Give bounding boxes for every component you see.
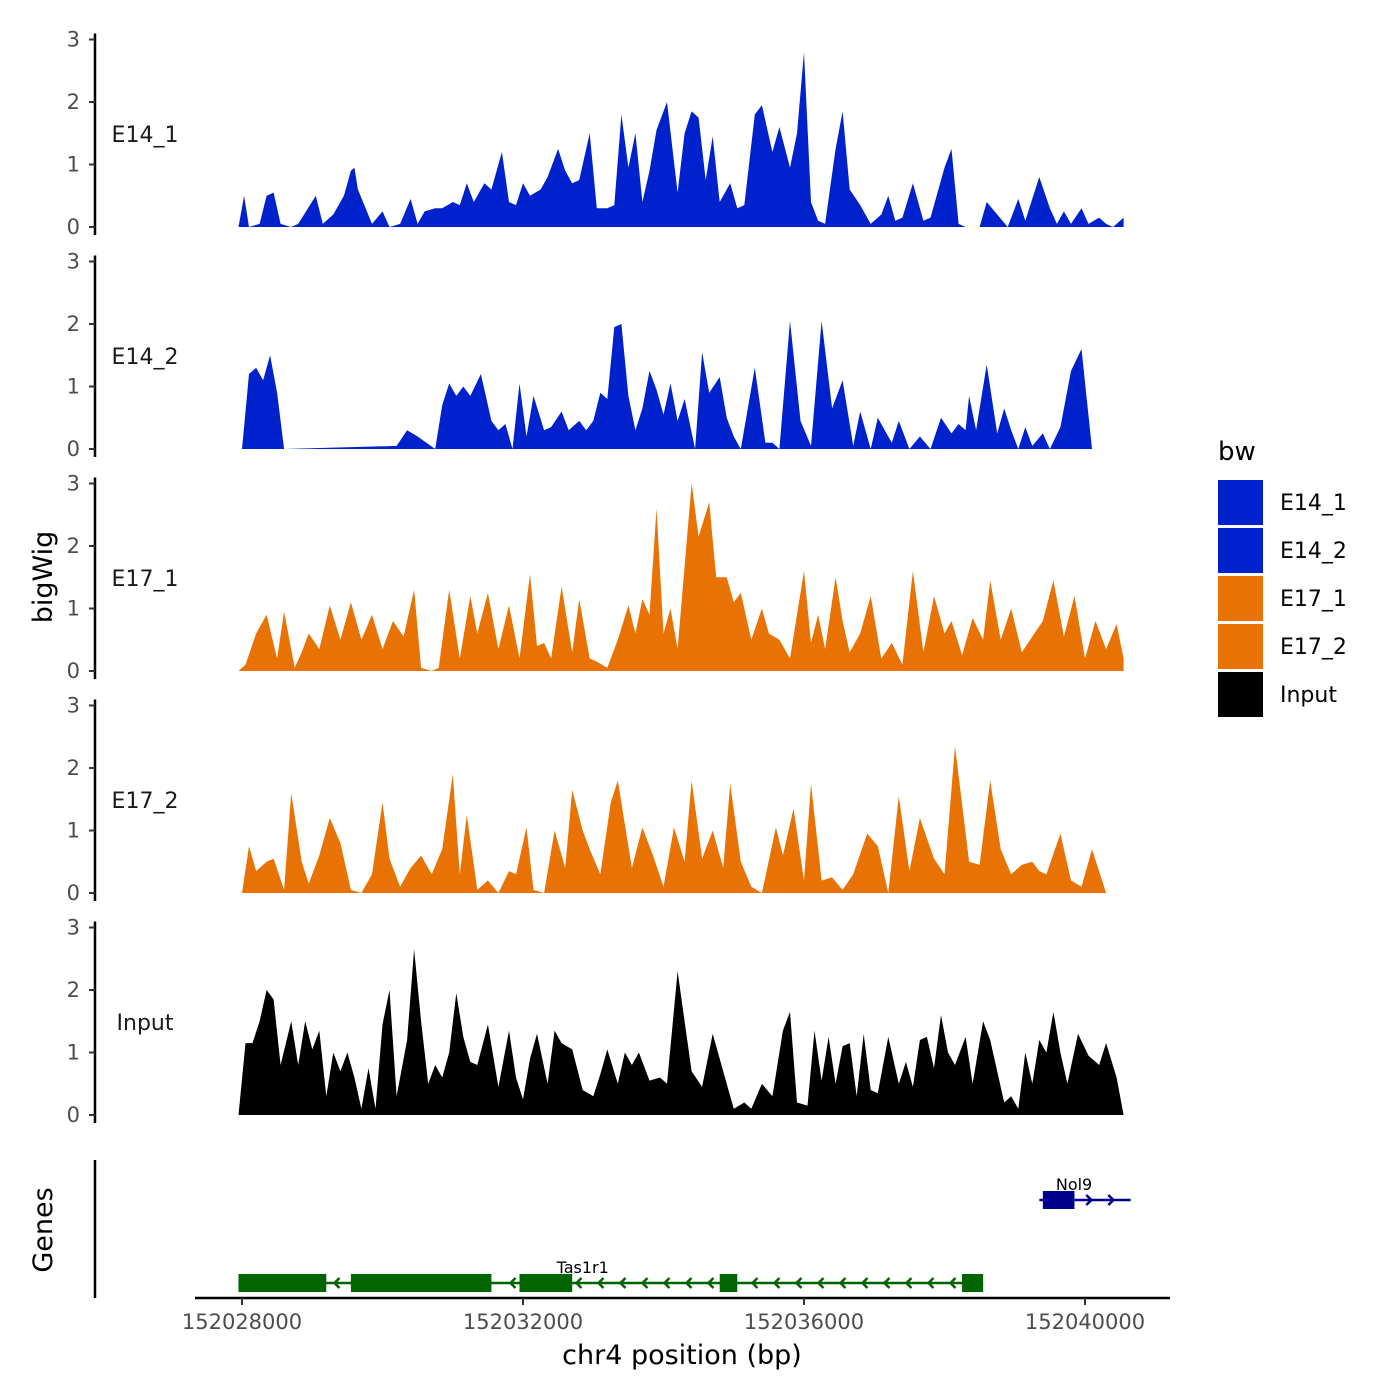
gene-exon — [350, 1274, 492, 1292]
y-tick-label: 1 — [67, 597, 80, 621]
strand-arrow — [684, 1277, 693, 1289]
y-tick-label: 2 — [67, 534, 80, 558]
strand-arrow — [1085, 1194, 1094, 1206]
legend-label: Input — [1280, 683, 1337, 708]
legend: bw E14_1 E14_2 E17_1 E17_2 Input — [1218, 437, 1347, 717]
y-tick-label: 1 — [67, 1041, 80, 1065]
track-area-E17_1 — [238, 483, 1124, 671]
y-tick-label: 2 — [67, 312, 80, 336]
legend-label: E14_1 — [1280, 491, 1347, 516]
track-label: Input — [117, 1011, 174, 1036]
gene-Tas1r1: Tas1r1 — [238, 1258, 984, 1292]
track-label: E17_1 — [112, 567, 179, 592]
gene-exon — [1042, 1191, 1075, 1209]
track-label: E14_1 — [112, 123, 179, 148]
legend-title: bw — [1218, 437, 1256, 467]
y-tick-label: 3 — [67, 472, 80, 496]
y-axis-title: bigWig — [28, 531, 59, 624]
y-tick-label: 0 — [67, 1103, 80, 1127]
genes-layer: Tas1r1 Nol9 — [93, 1160, 1131, 1298]
x-tick-label: 152032000 — [463, 1310, 583, 1334]
legend-item-E14_1: E14_1 — [1218, 480, 1347, 525]
legend-swatch — [1218, 672, 1263, 717]
strand-arrow — [508, 1277, 517, 1289]
track-label: E14_2 — [112, 345, 179, 370]
legend-label: E17_1 — [1280, 587, 1347, 612]
strand-arrow — [838, 1277, 847, 1289]
legend-label: E17_2 — [1280, 635, 1347, 660]
strand-arrow — [794, 1277, 803, 1289]
legend-swatch — [1218, 624, 1263, 669]
y-tick-label: 0 — [67, 437, 80, 461]
x-tick-label: 152028000 — [182, 1310, 302, 1334]
strand-arrow — [332, 1277, 341, 1289]
track-E14_2: 0 1 2 3 E14_2 — [67, 250, 1114, 461]
strand-arrow — [640, 1277, 649, 1289]
gene-exon — [238, 1274, 327, 1292]
y-tick-label: 2 — [67, 90, 80, 114]
y-tick-label: 0 — [67, 881, 80, 905]
y-tick-label: 1 — [67, 153, 80, 177]
legend-item-E17_1: E17_1 — [1218, 576, 1347, 621]
track-area-E14_1 — [238, 52, 1124, 227]
tracks-layer: 0 1 2 3 E14_1 0 1 2 3 E14_2 0 1 2 3 E17_1 0 1 2 3 E17_2 0 1 2 3… — [67, 28, 1124, 1127]
gene-track-title: Genes — [28, 1187, 59, 1272]
y-tick-label: 3 — [67, 250, 80, 274]
strand-arrow — [750, 1277, 759, 1289]
y-tick-label: 1 — [67, 375, 80, 399]
track-area-Input — [238, 949, 1124, 1115]
y-tick-label: 0 — [67, 215, 80, 239]
gene-exon — [962, 1274, 984, 1292]
x-axis: 152028000 152032000 152036000 152040000 — [182, 1296, 1170, 1334]
y-tick-label: 0 — [67, 659, 80, 683]
legend-label: E14_2 — [1280, 539, 1347, 564]
gene-exon — [519, 1274, 573, 1292]
track-E17_1: 0 1 2 3 E17_1 — [67, 472, 1124, 683]
strand-arrow — [1107, 1194, 1116, 1206]
strand-arrow — [816, 1277, 825, 1289]
strand-arrow — [662, 1277, 671, 1289]
strand-arrow — [596, 1277, 605, 1289]
legend-item-Input: Input — [1218, 672, 1337, 717]
track-E17_2: 0 1 2 3 E17_2 — [67, 694, 1107, 905]
y-tick-label: 3 — [67, 916, 80, 940]
legend-item-E14_2: E14_2 — [1218, 528, 1347, 573]
x-tick-label: 152040000 — [1025, 1310, 1145, 1334]
legend-swatch — [1218, 480, 1263, 525]
strand-arrow — [618, 1277, 627, 1289]
x-axis-title: chr4 position (bp) — [562, 1340, 802, 1371]
legend-swatch — [1218, 576, 1263, 621]
strand-arrow — [926, 1277, 935, 1289]
legend-swatch — [1218, 528, 1263, 573]
gene-label: Tas1r1 — [556, 1258, 609, 1277]
y-tick-label: 3 — [67, 28, 80, 52]
strand-arrow — [904, 1277, 913, 1289]
strand-arrow — [860, 1277, 869, 1289]
track-area-E14_2 — [242, 320, 1114, 449]
track-E14_1: 0 1 2 3 E14_1 — [67, 28, 1124, 239]
strand-arrow — [882, 1277, 891, 1289]
y-tick-label: 2 — [67, 978, 80, 1002]
track-label: E17_2 — [112, 789, 179, 814]
y-tick-label: 1 — [67, 819, 80, 843]
strand-arrow — [772, 1277, 781, 1289]
gene-Nol9: Nol9 — [1039, 1175, 1131, 1209]
strand-arrow — [948, 1277, 957, 1289]
x-tick-label: 152036000 — [744, 1310, 864, 1334]
track-area-E17_2 — [242, 746, 1107, 893]
y-tick-label: 2 — [67, 756, 80, 780]
strand-arrow — [574, 1277, 583, 1289]
legend-item-E17_2: E17_2 — [1218, 624, 1347, 669]
strand-arrow — [706, 1277, 715, 1289]
y-tick-label: 3 — [67, 694, 80, 718]
gene-label: Nol9 — [1056, 1175, 1092, 1194]
gene-exon — [719, 1274, 738, 1292]
track-Input: 0 1 2 3 Input — [67, 916, 1124, 1127]
